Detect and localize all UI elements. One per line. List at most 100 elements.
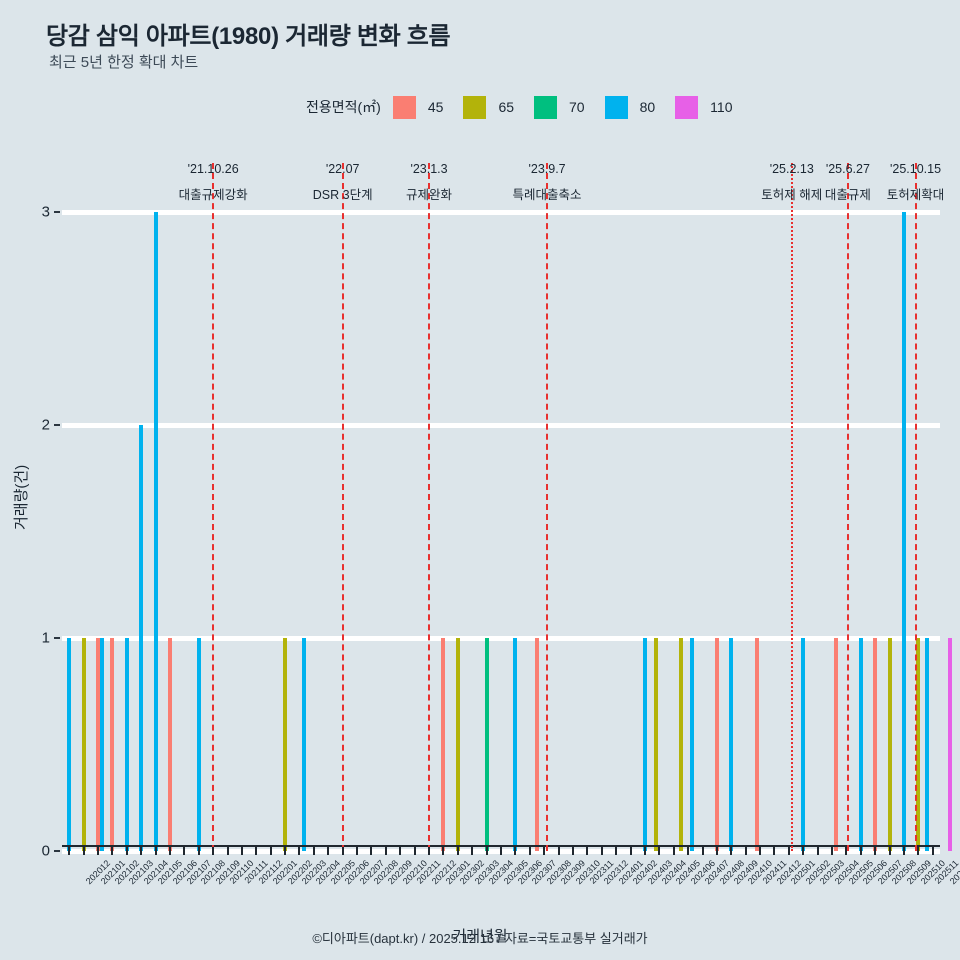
legend-item-65[interactable]: 65 [463,95,528,119]
event-name-label: 대출규제강화 [178,188,248,202]
page-title: 당감 삼익 아파트(1980) 거래량 변화 흐름 [46,23,451,50]
y-tick-label: 1 [41,629,50,647]
bar[interactable] [534,638,539,851]
bar[interactable] [110,638,115,851]
y-tick-label: 0 [41,842,50,860]
legend-title: 전용면적(㎡) [306,99,381,115]
bar[interactable] [167,638,172,851]
y-tick-mark [54,424,60,426]
y-tick-mark [54,850,60,852]
event-date-label: '25.10.15 [889,162,942,176]
bar[interactable] [654,638,659,851]
event-date-label: '25.2.13 [769,162,814,176]
bar[interactable] [948,638,953,851]
legend-item-110[interactable]: 110 [675,95,746,119]
bar[interactable] [714,638,719,851]
x-tick-mark [787,847,790,855]
x-tick-mark [586,847,589,855]
event-line [212,163,215,851]
event-name-label: 토허제확대 [886,188,945,202]
bar[interactable] [834,638,839,851]
x-tick-mark [399,847,402,855]
bar[interactable] [100,638,105,851]
legend-swatch-icon [675,95,699,119]
gridline-3 [62,210,940,215]
y-tick-label: 2 [41,416,50,434]
x-tick-mark [356,847,359,855]
x-tick-mark [168,847,171,855]
bar[interactable] [484,638,489,851]
bar[interactable] [153,212,158,851]
x-tick-mark [802,847,805,855]
x-axis-label: 거래년월 [452,928,508,945]
bar[interactable] [916,638,921,851]
bar[interactable] [858,638,863,851]
x-tick-mark [298,847,301,855]
x-tick-mark [500,847,502,855]
plot-area: 0 1 2 3 [42,204,953,860]
x-tick-mark [773,847,776,855]
x-tick-mark [255,847,258,855]
bar[interactable] [678,638,683,851]
legend-item-70[interactable]: 70 [534,95,599,119]
x-axis-line [62,845,940,847]
bar[interactable] [81,638,86,851]
legend-swatch-icon [463,95,487,119]
x-tick-mark [82,847,85,855]
bar[interactable] [455,638,460,851]
event-name-label: 특례대출축소 [512,188,582,202]
bar[interactable] [139,425,144,851]
x-tick-mark [816,847,819,855]
x-tick-mark [759,847,762,855]
x-tick-mark [615,847,618,855]
legend-label: 110 [710,99,733,115]
bar[interactable] [196,638,201,851]
legend-item-45[interactable]: 45 [392,95,458,119]
legend-label: 70 [569,99,585,115]
bar[interactable] [801,638,806,851]
x-tick-mark [226,847,229,855]
event-line [846,163,849,851]
bar[interactable] [301,638,306,851]
bar[interactable] [67,638,72,851]
legend-item-80[interactable]: 80 [604,95,670,119]
x-tick-mark [212,847,215,855]
bar[interactable] [755,638,760,851]
x-tick-mark [284,847,287,855]
bar[interactable] [902,212,907,851]
event-date-label: '21.10.26 [187,162,239,176]
x-tick-mark [701,847,704,855]
bar[interactable] [283,638,288,851]
bar[interactable] [95,638,100,851]
bar[interactable] [887,638,892,851]
x-tick-mark [327,847,330,855]
x-tick-mark [859,847,862,855]
x-tick-mark [903,847,906,855]
bar[interactable] [441,638,446,851]
x-tick-mark [140,847,143,855]
bar[interactable] [873,638,878,851]
event-line [914,163,917,851]
bar[interactable] [513,638,518,851]
legend-swatch-icon [392,95,416,119]
event-name-label: 규제완화 [406,188,453,202]
bar[interactable] [642,638,647,851]
bar[interactable] [729,638,734,851]
x-tick-mark [514,847,517,855]
bar[interactable] [925,638,930,851]
x-tick-mark [485,847,488,855]
bar[interactable] [690,638,695,851]
event-date-label: '23.1.3 [410,162,448,176]
x-tick-mark [629,847,632,855]
event-line [546,163,549,851]
legend-label: 45 [427,99,444,115]
y-tick-mark [54,637,60,639]
x-tick-mark [744,847,747,855]
bar[interactable] [124,638,129,851]
x-tick-mark [125,847,128,855]
x-tick-mark [730,847,733,855]
x-tick-mark [600,847,603,855]
gridline-2 [62,423,940,428]
x-tick-mark [543,847,546,855]
legend-label: 65 [498,99,515,115]
